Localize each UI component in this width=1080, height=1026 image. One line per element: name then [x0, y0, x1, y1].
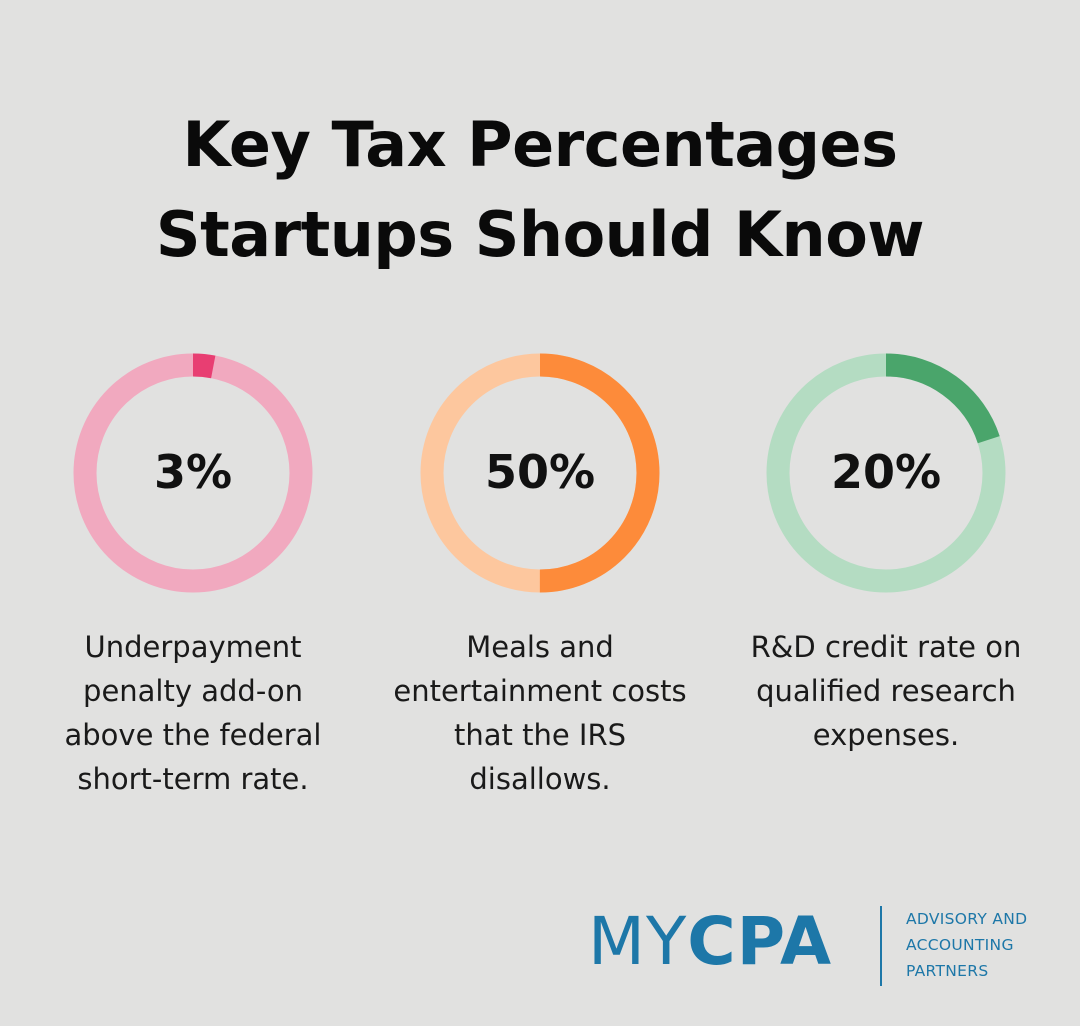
description-line: qualified research [756, 674, 1016, 708]
description-line: R&D credit rate on [750, 630, 1022, 664]
donut-track [766, 353, 1006, 593]
description-line: short-term rate. [77, 762, 309, 796]
brand-tagline: ADVISORY AND ACCOUNTING PARTNERS [906, 906, 1027, 984]
page-title: Key Tax Percentages Startups Should Know [0, 100, 1080, 280]
stat-value-3: 20% [830, 445, 942, 499]
brand-logo: MYCPA ADVISORY AND ACCOUNTING PARTNERS [588, 900, 1058, 990]
stat-value-2: 50% [484, 445, 596, 499]
brand-wordmark: MYCPA [588, 904, 832, 980]
brand-my: MY [588, 903, 688, 980]
description-line: expenses. [812, 718, 960, 752]
stat-description-2: Meals and entertainment costs that the I… [390, 625, 690, 801]
donut-value-arc [420, 353, 660, 593]
stat-value-1: 3% [153, 445, 233, 499]
description-line: entertainment costs [393, 674, 687, 708]
donut-3 [766, 353, 1006, 593]
donut-2 [420, 353, 660, 593]
brand-cpa: CPA [687, 903, 833, 980]
brand-tagline-line: PARTNERS [906, 962, 989, 980]
brand-tagline-line: ADVISORY AND [906, 910, 1028, 928]
donut-value-arc [73, 353, 313, 593]
title-line-1: Key Tax Percentages [182, 108, 898, 181]
description-line: Meals and [466, 630, 614, 664]
description-line: Underpayment [84, 630, 302, 664]
description-line: disallows. [469, 762, 611, 796]
brand-divider [880, 906, 882, 986]
brand-tagline-line: ACCOUNTING [906, 936, 1014, 954]
description-line: above the federal [64, 718, 322, 752]
stat-description-3: R&D credit rate on qualified research ex… [736, 625, 1036, 757]
title-line-2: Startups Should Know [155, 198, 925, 271]
donut-1 [73, 353, 313, 593]
description-line: that the IRS [453, 718, 627, 752]
donut-svg [73, 353, 1006, 593]
stat-description-1: Underpayment penalty add-on above the fe… [43, 625, 343, 801]
donut-charts [0, 345, 1080, 605]
description-line: penalty add-on [83, 674, 303, 708]
